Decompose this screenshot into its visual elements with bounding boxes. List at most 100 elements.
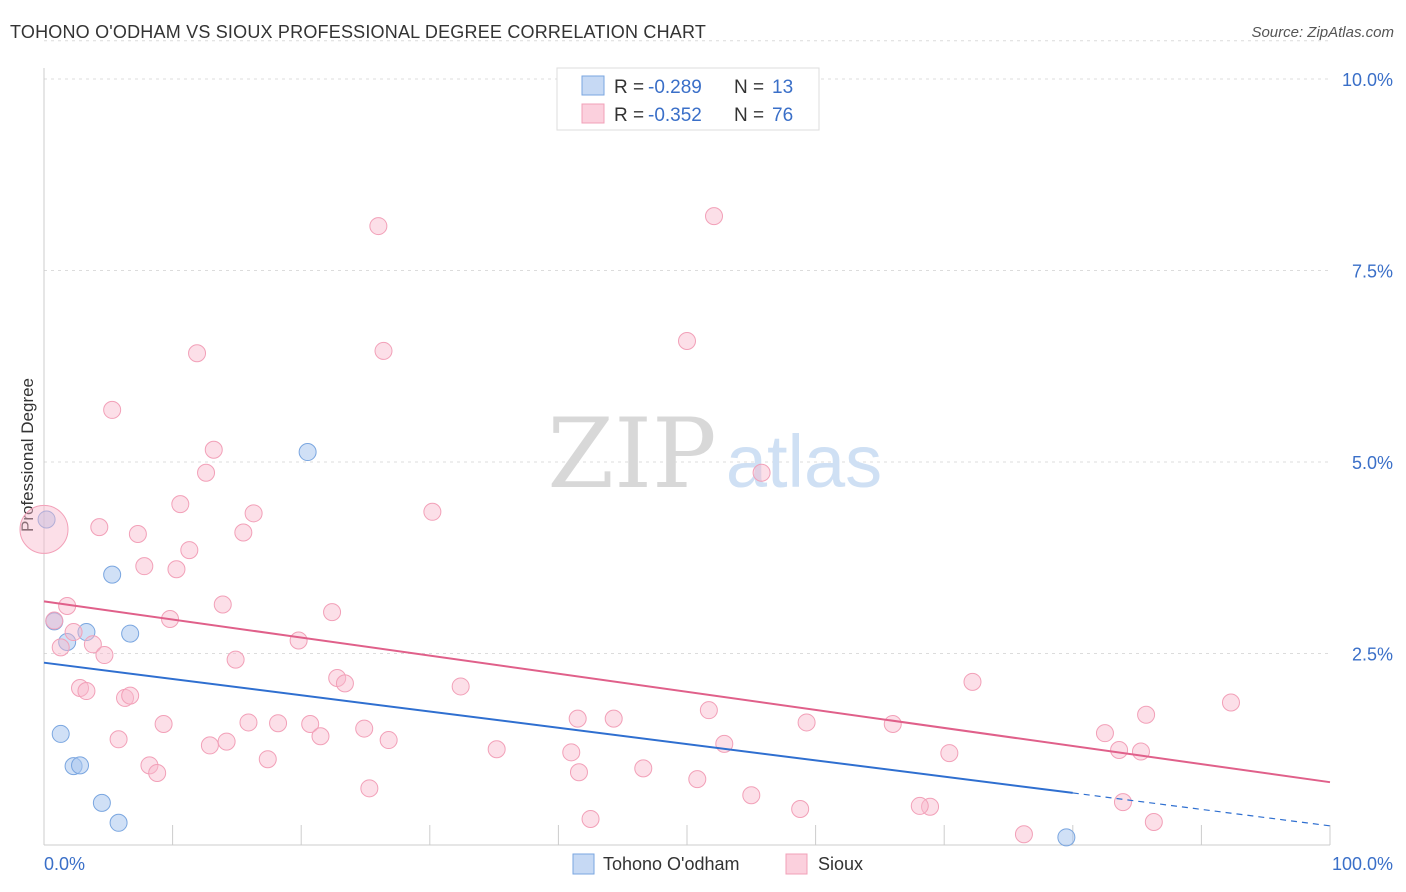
legend-swatch-sioux (785, 853, 808, 875)
sioux-point (940, 744, 959, 763)
sioux-point (921, 797, 940, 816)
sioux-point (121, 686, 140, 705)
sioux-point (451, 677, 470, 696)
axes (43, 68, 1331, 846)
sioux-point (239, 713, 258, 732)
tohono-point (1057, 828, 1076, 847)
stats-n-value-1: 13 (772, 77, 793, 98)
sioux-point (604, 709, 623, 728)
sioux-point (188, 344, 207, 363)
sioux-point (910, 796, 929, 815)
sioux-point (148, 763, 167, 782)
stats-r-value-2: -0.352 (648, 105, 702, 126)
tohono-point (71, 756, 90, 775)
sioux-point (369, 217, 388, 236)
sioux-point (77, 682, 96, 701)
watermark: ZIP atlas (547, 398, 882, 510)
legend-swatch-tohono (572, 853, 595, 875)
sioux-point (51, 638, 70, 657)
trend-lines (43, 600, 1331, 827)
series-legend: Tohono O'odham Sioux (572, 853, 863, 875)
sioux-point (180, 541, 199, 560)
sioux-point (128, 525, 147, 544)
sioux-point (634, 759, 653, 778)
sioux-point (90, 518, 109, 537)
sioux-point (197, 463, 216, 482)
tohono-trend-line (43, 661, 1073, 794)
stats-n-label-2: N = (734, 105, 764, 126)
tohono-point (109, 813, 128, 832)
sioux-point (140, 756, 159, 775)
sioux-point (171, 495, 190, 514)
sioux-point (742, 786, 761, 805)
y-tick-label: 5.0% (1352, 453, 1393, 473)
sioux-point (154, 714, 173, 733)
sioux-point (217, 732, 236, 751)
sioux-point (64, 623, 83, 642)
sioux-point (581, 809, 600, 828)
sioux-point (301, 714, 320, 733)
sioux-point (374, 341, 393, 360)
sioux-point (963, 672, 982, 691)
tohono-trend-line-extension (1072, 792, 1331, 827)
sioux-point (83, 635, 102, 654)
sioux-point (1144, 813, 1163, 832)
sioux-point (1137, 705, 1156, 724)
sioux-point (1131, 742, 1150, 761)
tohono-point (298, 443, 317, 462)
sioux-point (1110, 741, 1129, 760)
sioux-point (355, 719, 374, 738)
sioux-point (1014, 825, 1033, 844)
tohono-point (92, 793, 111, 812)
sioux-point (45, 611, 64, 630)
sioux-point (204, 440, 223, 459)
stats-swatch-tohono (581, 75, 605, 96)
sioux-point (797, 713, 816, 732)
sioux-point (289, 631, 308, 650)
sioux-point (244, 504, 263, 523)
chart-title: TOHONO O'ODHAM VS SIOUX PROFESSIONAL DEG… (10, 22, 707, 42)
sioux-point (883, 714, 902, 733)
tohono-point (51, 724, 70, 743)
watermark-zip: ZIP (547, 398, 716, 510)
sioux-point (200, 736, 219, 755)
sioux-point (562, 743, 581, 762)
sioux-point (234, 523, 253, 542)
sioux-point (109, 730, 128, 749)
tohono-point (121, 624, 140, 643)
stats-r-value-1: -0.289 (648, 77, 702, 98)
sioux-point (705, 207, 724, 226)
y-tick-label: 10.0% (1342, 70, 1393, 90)
stats-legend: R = -0.289 N = 13 R = -0.352 N = 76 (556, 67, 820, 131)
sioux-point (688, 770, 707, 789)
legend-label-tohono: Tohono O'odham (603, 854, 740, 874)
tohono-point (103, 565, 122, 584)
sioux-point (423, 502, 442, 521)
sioux-point (258, 750, 277, 769)
sioux-point (699, 701, 718, 720)
sioux-point (1095, 724, 1114, 743)
sioux-point (335, 674, 354, 693)
sioux-point (1221, 693, 1240, 712)
sioux-point (311, 727, 330, 746)
tohono-point (37, 510, 56, 529)
sioux-point (752, 463, 771, 482)
sioux-point (379, 731, 398, 750)
stats-n-label-1: N = (734, 77, 764, 98)
sioux-point (1113, 793, 1132, 812)
sioux-point (95, 646, 114, 665)
sioux-point (103, 400, 122, 419)
stats-r-label-2: R = (614, 105, 644, 126)
sioux-point (213, 595, 232, 614)
stats-r-label-1: R = (614, 77, 644, 98)
sioux-point (226, 650, 245, 669)
y-tick-label: 2.5% (1352, 645, 1393, 665)
stats-n-value-2: 76 (772, 105, 793, 126)
sioux-point (487, 740, 506, 759)
grid-lines (44, 40, 1330, 654)
sioux-point (568, 709, 587, 728)
tick-labels: 2.5% 5.0% 7.5% 10.0% 0.0% 100.0% (44, 70, 1393, 874)
source-label: Source: ZipAtlas.com (1251, 24, 1394, 41)
sioux-point (678, 331, 696, 350)
